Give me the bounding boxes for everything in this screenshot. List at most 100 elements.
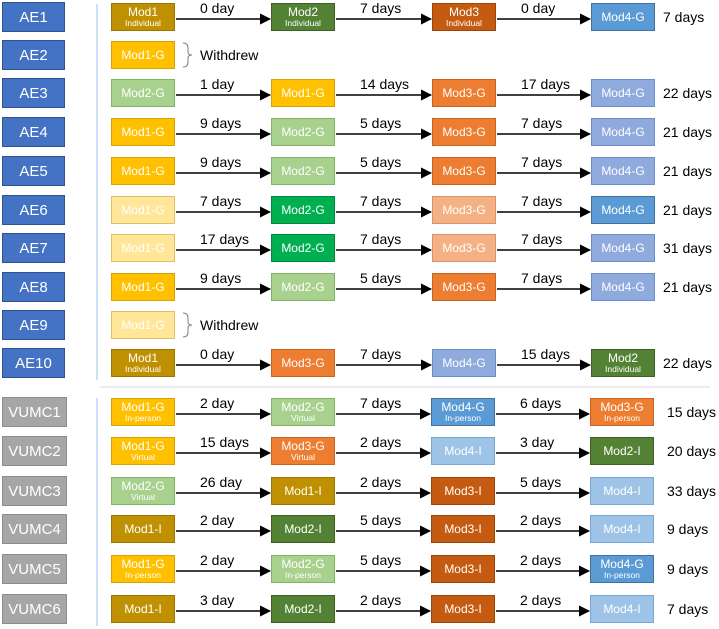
total-duration-label: 21 days [663,279,713,295]
module-name: Mod2-G [121,478,165,493]
module-name: Mod3-I [444,521,482,536]
module-box: Mod1-G [111,196,175,224]
module-name: Mod4-I [603,483,641,498]
module-delivery-mode: Individual [605,364,641,375]
interval-label: 15 days [521,346,571,362]
module-delivery-mode: In-person [604,570,640,581]
interval-label: 7 days [360,395,402,411]
module-name: Mod4-I [444,443,482,458]
module-box: Mod1-G [111,157,175,185]
module-box: Mod4-G [591,118,655,146]
module-name: Mod1-G [121,240,165,255]
module-name: Mod4-G [601,85,645,100]
interval-label: 9 days [200,115,242,131]
interval-label: 0 day [200,346,235,362]
interval-label: 2 days [360,474,402,490]
interval-label: 7 days [200,193,242,209]
module-name: Mod2-G [281,124,325,139]
module-box: Mod2-G [271,196,335,224]
module-name: Mod3-G [442,240,486,255]
module-name: Mod2-I [284,521,322,536]
withdrew-label: Withdrew [200,47,259,63]
interval-label: 9 days [200,270,242,286]
interval-label: 17 days [521,76,571,92]
module-box: Mod3-G [432,196,496,224]
module-box: Mod1-I [271,477,335,505]
module-name: Mod2-I [284,601,322,616]
site-label-vumc5: VUMC5 [2,554,67,584]
interval-label: 26 day [200,474,243,490]
module-box: Mod1 Individual [111,349,175,377]
module-delivery-mode: In-person [604,413,640,424]
module-box: Mod3-G Virtual [271,437,335,465]
site-label-vumc1: VUMC1 [2,397,67,427]
module-name: Mod4-G [442,355,486,370]
total-duration-label: 33 days [667,483,717,499]
module-delivery-mode: In-person [285,570,321,581]
module-name: Mod1-I [284,483,322,498]
module-name: Mod3-I [444,483,482,498]
module-name: Mod1-G [121,438,165,453]
interval-label: 5 days [360,512,402,528]
module-box: Mod4-I [590,515,654,543]
module-delivery-mode: Individual [125,364,161,375]
site-label-ae5: AE5 [2,156,65,186]
module-name: Mod3-I [444,561,482,576]
module-box: Mod1-G [111,273,175,301]
module-box: Mod2-G [271,234,335,262]
module-box: Mod3-I [431,555,495,583]
total-duration-label: 22 days [663,355,713,371]
interval-label: 2 day [200,552,235,568]
module-name: Mod3 [448,4,480,19]
interval-label: 7 days [360,231,402,247]
module-box: Mod4-G [591,157,655,185]
total-duration-label: 22 days [663,85,713,101]
withdrew-bracket [182,312,193,338]
interval-label: 2 day [200,395,235,411]
module-name: Mod3-I [444,601,482,616]
site-label-vumc4: VUMC4 [2,514,67,544]
module-name: Mod1-G [121,279,165,294]
interval-label: 7 days [521,193,563,209]
site-label-ae3: AE3 [2,78,65,108]
module-delivery-mode: Virtual [291,452,315,463]
total-duration-label: 20 days [667,443,717,459]
total-duration-label: 7 days [667,601,709,617]
module-box: Mod4-G In-person [590,555,654,583]
module-name: Mod1 [127,350,159,365]
module-box: Mod1-G In-person [111,398,175,426]
module-name: Mod2 [287,4,319,19]
module-name: Mod3-G [442,279,486,294]
total-duration-label: 9 days [667,561,709,577]
module-box: Mod1-I [111,515,175,543]
module-name: Mod2 [607,350,639,365]
site-label-ae10: AE10 [2,348,65,378]
interval-label: 9 days [200,154,242,170]
interval-label: 1 day [200,76,235,92]
site-label-ae2: AE2 [2,40,65,70]
module-name: Mod1 [127,4,159,19]
module-box: Mod2-G Virtual [111,477,175,505]
site-label-vumc3: VUMC3 [2,476,67,506]
module-delivery-mode: Individual [446,18,482,29]
module-delivery-mode: Individual [125,18,161,29]
interval-label: 3 day [200,592,235,608]
module-name: Mod1-G [121,202,165,217]
module-box: Mod3-G [432,157,496,185]
module-box: Mod2 Individual [591,349,655,377]
module-box: Mod2-I [590,437,654,465]
module-box: Mod3-I [431,477,495,505]
module-box: Mod2-I [271,595,335,623]
module-box: Mod4-G [591,273,655,301]
module-name: Mod4-G [601,163,645,178]
module-name: Mod2-G [281,556,325,571]
module-box: Mod2-G [271,118,335,146]
module-name: Mod2-G [121,85,165,100]
withdrew-label: Withdrew [200,317,259,333]
site-label-ae7: AE7 [2,233,65,263]
module-name: Mod1-G [121,556,165,571]
module-name: Mod4-G [601,124,645,139]
